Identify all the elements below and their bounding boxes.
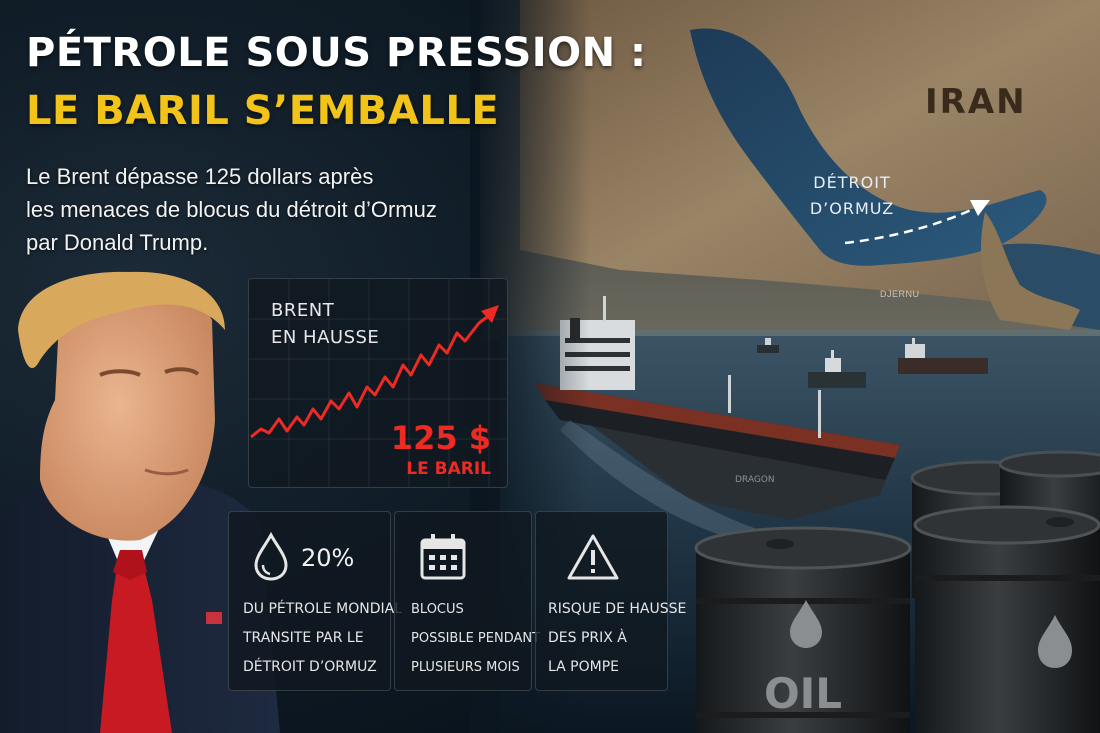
distant-ship-1 [757,338,779,353]
face [40,294,215,541]
brent-chart [249,279,507,487]
portrait [0,271,280,733]
card-text-line: POSSIBLE PENDANT [411,631,541,646]
stat-value: 20% [301,544,355,572]
map-label-strait: DÉTROIT D’ORMUZ [792,170,912,222]
oil-barrel-front: OIL [694,526,912,733]
info-card-blockade: BLOCUS POSSIBLE PENDANT PLUSIEURS MOIS [394,511,540,691]
subtitle-line: Le Brent dépasse 125 dollars après [26,164,374,189]
subtitle: Le Brent dépasse 125 dollars après les m… [26,160,526,259]
oil-tanker: DRAGON [535,296,900,520]
card-text: DU PÉTROLE MONDIAL TRANSITE PAR LE DÉTRO… [243,595,402,682]
card-text-line: DES PRIX À [548,630,627,646]
chart-title-line: BRENT [271,300,335,321]
card-text-line: PLUSIEURS MOIS [411,660,520,675]
barrel-drop-icon [790,600,822,648]
card-text-line: RISQUE DE HAUSSE [548,601,687,617]
arrow-head [970,200,990,216]
info-card-oil-share: 20% DU PÉTROLE MONDIAL TRANSITE PAR LE D… [228,511,402,691]
calendar-icon [420,534,466,580]
strait-label-line: D’ORMUZ [809,199,895,218]
card-text-line: TRANSITE PAR LE [243,630,364,646]
tie-knot [113,550,147,580]
chart-grid [249,279,507,487]
distant-ship-3 [898,338,988,374]
distant-ship-2 [808,350,866,388]
warning-icon [567,534,619,580]
flag-pin [206,612,222,624]
subtitle-line: par Donald Trump. [26,230,209,255]
chart-title-line: EN HAUSSE [271,327,380,348]
gulf-water [690,28,1047,266]
horizon [500,330,1100,336]
trend-arrow-head [481,305,499,323]
brent-price-unit: LE BARIL [406,459,491,479]
card-text: BLOCUS POSSIBLE PENDANT PLUSIEURS MOIS [411,595,540,682]
headline-line-1: PÉTROLE SOUS PRESSION : [26,30,647,76]
oil-drop-icon [254,532,288,581]
card-text-line: LA POMPE [548,659,619,675]
strait-label-line: DÉTROIT [813,173,891,192]
card-text-line: BLOCUS [411,602,464,617]
map-label-iran: IRAN [925,82,1027,122]
brent-price: 125 $ [390,419,491,457]
chart-title: BRENT EN HAUSSE [271,297,431,351]
peninsula [980,212,1080,330]
ship-name: DRAGON [735,475,775,485]
brent-trend-line [250,315,488,439]
red-tie [100,560,172,733]
strait-route-arrow [844,206,976,245]
card-text-line: DÉTROIT D’ORMUZ [243,659,377,675]
barrel-drop-icon-2 [1038,615,1072,668]
map-label-small: DJERNU [880,289,920,299]
wake [560,420,760,535]
subtitle-line: les menaces de blocus du détroit d’Ormuz [26,197,437,222]
barrel-label: OIL [764,669,842,718]
brent-chart-card: BRENT EN HAUSSE 125 $ LE BARIL [248,278,508,488]
headline-line-2: LE BARIL S’EMBALLE [26,88,500,134]
card-text-line: DU PÉTROLE MONDIAL [243,601,403,617]
card-text: RISQUE DE HAUSSE DES PRIX À LA POMPE [548,595,686,682]
info-card-pump-prices: RISQUE DE HAUSSE DES PRIX À LA POMPE [535,511,686,691]
oil-barrel-right [913,505,1100,733]
hair [18,271,225,369]
